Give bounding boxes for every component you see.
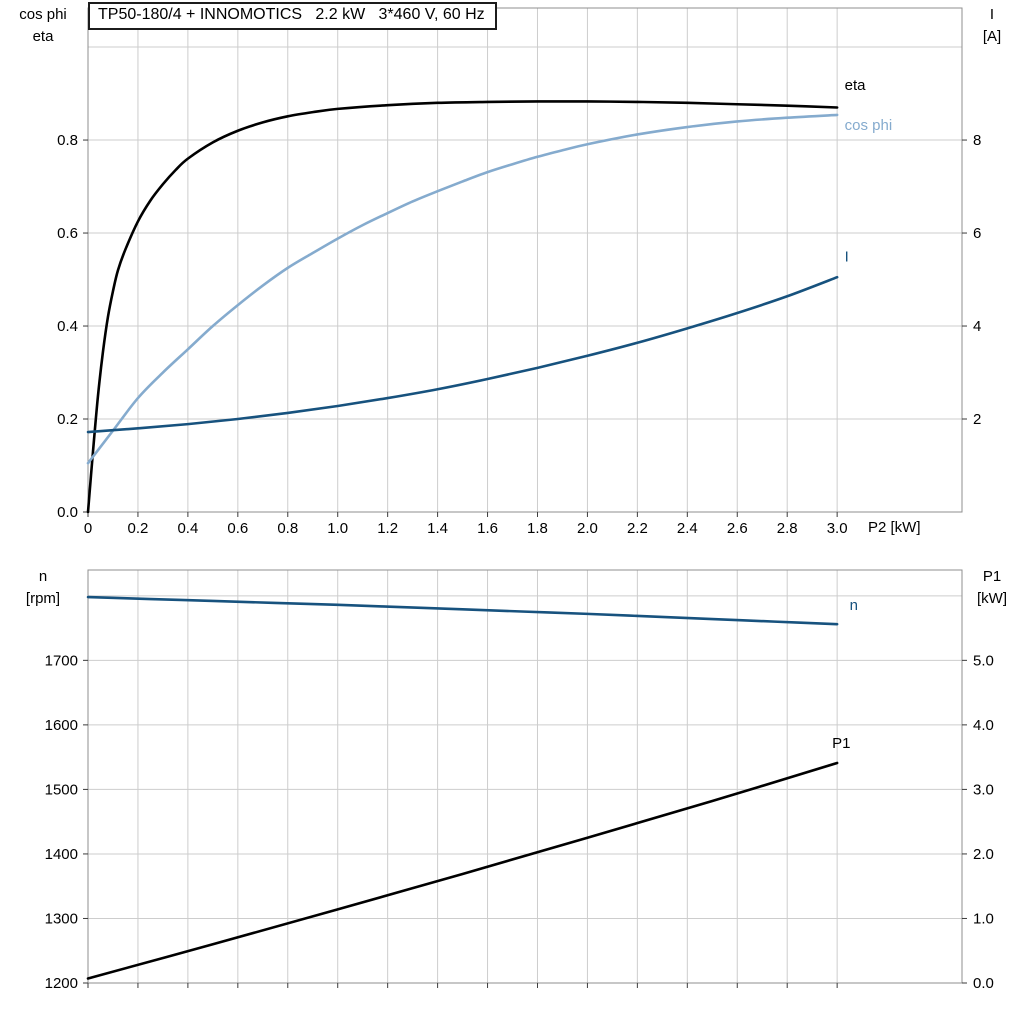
svg-text:0: 0 <box>84 520 92 537</box>
svg-text:2.6: 2.6 <box>727 520 748 537</box>
svg-text:0.8: 0.8 <box>57 132 78 149</box>
svg-text:2.0: 2.0 <box>577 520 598 537</box>
svg-text:2: 2 <box>973 411 981 428</box>
cos-phi-axis-label: cos phi <box>19 6 67 23</box>
svg-text:0.0: 0.0 <box>973 975 994 992</box>
y-axis-right-title-bottom: P1 [kW] <box>964 566 1020 610</box>
svg-text:2.4: 2.4 <box>677 520 698 537</box>
svg-text:3.0: 3.0 <box>973 781 994 798</box>
svg-text:5.0: 5.0 <box>973 652 994 669</box>
svg-text:2.0: 2.0 <box>973 846 994 863</box>
svg-text:2.8: 2.8 <box>777 520 798 537</box>
p1-axis-label: P1 <box>982 568 1002 585</box>
speed-axis-unit: [rpm] <box>25 590 61 607</box>
svg-text:I: I <box>845 248 849 265</box>
svg-text:4.0: 4.0 <box>973 717 994 734</box>
svg-text:1.0: 1.0 <box>973 910 994 927</box>
chart-title: TP50-180/4 + INNOMOTICS 2.2 kW 3*460 V, … <box>88 2 497 30</box>
svg-text:1200: 1200 <box>45 975 78 992</box>
svg-text:0.2: 0.2 <box>57 411 78 428</box>
svg-text:0.4: 0.4 <box>177 520 198 537</box>
current-axis-unit: [A] <box>982 28 1002 45</box>
svg-text:1.4: 1.4 <box>427 520 448 537</box>
svg-text:4: 4 <box>973 318 981 335</box>
svg-text:0.6: 0.6 <box>227 520 248 537</box>
svg-text:cos phi: cos phi <box>845 117 893 134</box>
svg-text:1500: 1500 <box>45 781 78 798</box>
y-axis-left-title-top: cos phi eta <box>2 4 84 48</box>
p1-axis-unit: [kW] <box>977 590 1007 607</box>
svg-text:1600: 1600 <box>45 717 78 734</box>
svg-text:6: 6 <box>973 225 981 242</box>
svg-text:0.2: 0.2 <box>128 520 149 537</box>
y-axis-right-title-top: I [A] <box>964 4 1020 48</box>
svg-text:1.2: 1.2 <box>377 520 398 537</box>
svg-text:8: 8 <box>973 132 981 149</box>
svg-text:0.0: 0.0 <box>57 504 78 521</box>
current-axis-label: I <box>989 6 995 23</box>
y-axis-left-title-bottom: n [rpm] <box>2 566 84 610</box>
svg-text:eta: eta <box>845 77 867 94</box>
svg-text:1300: 1300 <box>45 910 78 927</box>
svg-text:3.0: 3.0 <box>827 520 848 537</box>
svg-text:2.2: 2.2 <box>627 520 648 537</box>
svg-text:0.6: 0.6 <box>57 225 78 242</box>
x-axis-label: P2 [kW] <box>868 519 921 536</box>
svg-text:0.4: 0.4 <box>57 318 78 335</box>
svg-text:1400: 1400 <box>45 846 78 863</box>
svg-text:0.8: 0.8 <box>277 520 298 537</box>
svg-text:1.6: 1.6 <box>477 520 498 537</box>
svg-text:1700: 1700 <box>45 652 78 669</box>
svg-text:1.0: 1.0 <box>327 520 348 537</box>
svg-text:n: n <box>850 597 858 614</box>
speed-axis-label: n <box>38 568 48 585</box>
svg-text:1.8: 1.8 <box>527 520 548 537</box>
svg-text:P1: P1 <box>832 735 850 752</box>
eta-axis-label: eta <box>32 28 54 45</box>
